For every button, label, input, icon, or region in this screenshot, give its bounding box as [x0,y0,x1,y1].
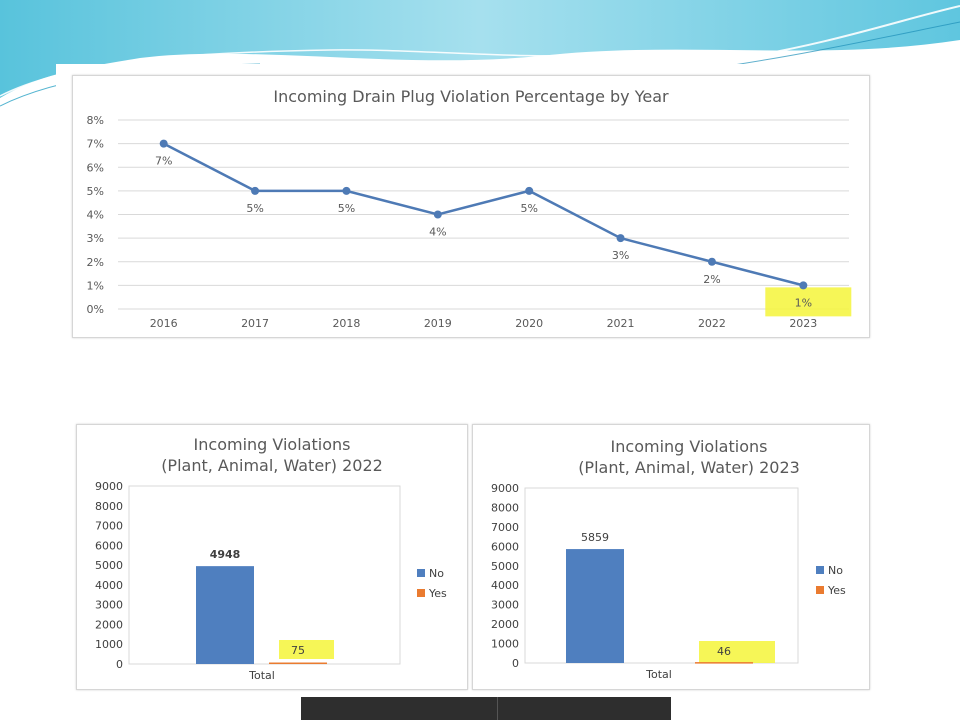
data-point [707,257,716,266]
data-point [159,139,168,148]
legend-swatch-yes [816,586,824,594]
toolbar-divider [497,697,498,720]
bar-chart-2023-title-year: 2023 [759,458,800,477]
line-chart-panel: Incoming Drain Plug Violation Percentage… [72,75,870,338]
bar-chart-2022-title-main: (Plant, Animal, Water) [161,456,342,475]
y-tick-label: 6% [87,161,104,174]
legend-label-no: No [429,567,444,580]
x-tick-label: Total [248,669,275,682]
y-tick-label: 6000 [95,539,123,552]
y-tick-label: 2% [87,256,104,269]
legend-label-yes: Yes [827,584,846,597]
bar-chart-2022-title-year: 2022 [342,456,383,475]
y-tick-label: 4000 [491,579,519,592]
y-tick-label: 8% [87,114,104,127]
bar-chart-2023: Incoming Violations (Plant, Animal, Wate… [491,437,846,681]
y-tick-label: 7000 [491,521,519,534]
y-tick-label: 1000 [491,638,519,651]
data-label: 3% [612,249,629,262]
y-tick-label: 2000 [491,618,519,631]
x-tick-label: 2016 [150,317,178,330]
data-label: 5% [520,202,537,215]
data-point [251,186,260,195]
data-label: 2% [703,273,720,286]
bar-chart-2023-title-line1: Incoming Violations [611,437,768,456]
bar-chart-2022-title-line1: Incoming Violations [194,435,351,454]
y-tick-label: 5% [87,185,104,198]
y-tick-label: 1000 [95,638,123,651]
legend-swatch-yes [417,589,425,597]
x-tick-label: 2023 [789,317,817,330]
data-label: 4% [429,226,446,239]
bar-chart-2023-title-line2: (Plant, Animal, Water) 2023 [578,458,800,477]
bar-no [566,549,624,663]
line-chart-title: Incoming Drain Plug Violation Percentage… [273,87,669,106]
data-label: 5% [246,202,263,215]
data-point [525,186,534,195]
highlight-marker [765,287,852,317]
x-tick-label: 2018 [332,317,360,330]
x-tick-label: Total [645,668,672,681]
bar-chart-2022-panel: Incoming Violations (Plant, Animal, Wate… [76,424,468,690]
highlight-marker [279,640,334,659]
bar-chart-2023-title-main: (Plant, Animal, Water) [578,458,759,477]
data-point [616,234,625,243]
bar-no [196,566,254,664]
x-tick-label: 2022 [698,317,726,330]
data-point [342,186,351,195]
bar-chart-2022-title-line2: (Plant, Animal, Water) 2022 [161,456,383,475]
y-tick-label: 7000 [95,520,123,533]
line-chart: Incoming Drain Plug Violation Percentage… [87,87,852,330]
y-tick-label: 3000 [491,599,519,612]
highlight-marker [699,641,775,663]
bar-no-label: 5859 [581,531,609,544]
y-tick-label: 5000 [95,559,123,572]
y-tick-label: 6000 [491,540,519,553]
y-tick-label: 8000 [491,501,519,514]
bar-yes [695,662,753,664]
data-point [433,210,442,219]
legend-label-yes: Yes [428,587,447,600]
y-tick-label: 0 [512,657,519,670]
y-tick-label: 3% [87,232,104,245]
plot-area [128,485,401,665]
bar-chart-2023-panel: Incoming Violations (Plant, Animal, Wate… [472,424,870,690]
x-tick-label: 2020 [515,317,543,330]
y-tick-label: 0 [116,658,123,671]
x-tick-label: 2019 [424,317,452,330]
x-tick-label: 2021 [607,317,635,330]
legend-swatch-no [816,566,824,574]
y-tick-label: 5000 [491,560,519,573]
y-tick-label: 9000 [95,480,123,493]
y-tick-label: 4% [87,209,104,222]
data-label: 7% [155,155,172,168]
y-tick-label: 8000 [95,500,123,513]
y-tick-label: 7% [87,138,104,151]
data-point [799,281,808,290]
x-tick-label: 2017 [241,317,269,330]
bar-no-label: 4948 [210,548,241,561]
bar-chart-2022: Incoming Violations (Plant, Animal, Wate… [95,435,447,682]
series-line [163,142,804,287]
legend-swatch-no [417,569,425,577]
bar-yes [269,662,327,665]
y-tick-label: 0% [87,303,104,316]
y-tick-label: 4000 [95,579,123,592]
plot-area [524,487,799,664]
presentation-toolbar[interactable] [301,697,671,720]
y-tick-label: 9000 [491,482,519,495]
data-label: 1% [795,296,812,309]
bar-yes-label: 46 [717,645,731,658]
y-tick-label: 3000 [95,599,123,612]
bar-yes-label: 75 [291,644,305,657]
y-tick-label: 2000 [95,618,123,631]
data-label: 5% [338,202,355,215]
y-tick-label: 1% [87,279,104,292]
legend-label-no: No [828,564,843,577]
